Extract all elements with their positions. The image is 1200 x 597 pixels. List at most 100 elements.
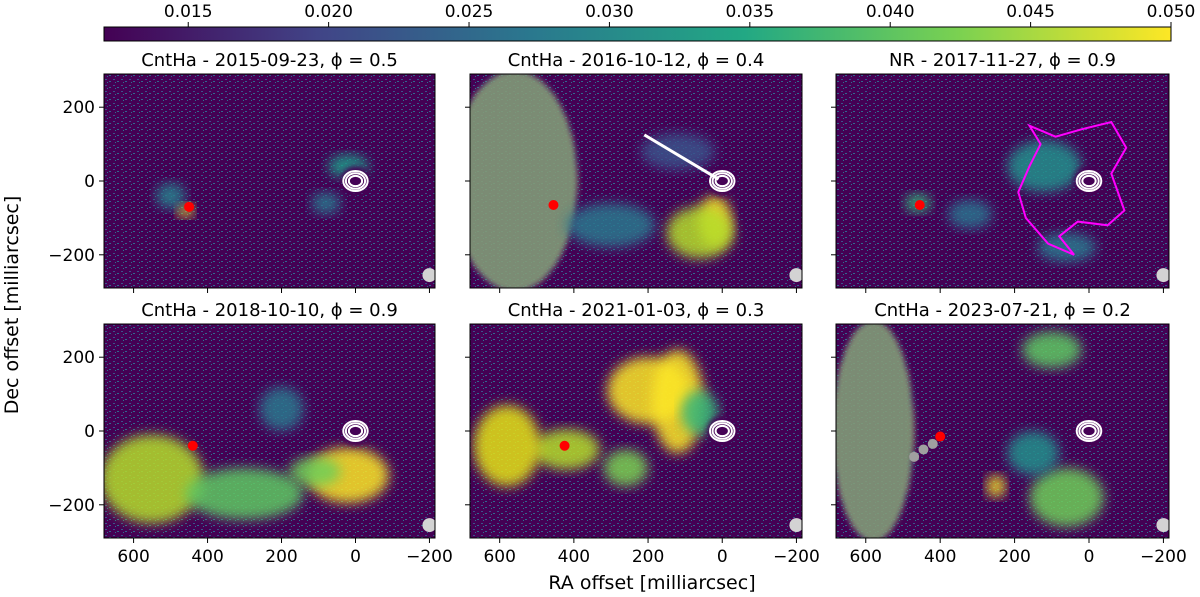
colorbar-tick-label: 0.030 — [585, 2, 634, 22]
companion-marker — [935, 431, 946, 442]
y-tick-label: 0 — [84, 172, 95, 192]
intensity-contour — [709, 420, 736, 442]
x-tick-label: 0 — [1084, 547, 1095, 567]
x-tick-label: 400 — [558, 547, 590, 567]
companion-marker — [914, 199, 925, 210]
panel-3: NR - 2017-11-27, ϕ = 0.9 — [831, 50, 1170, 293]
colorbar: 0.015 0.020 0.025 0.030 0.035 0.040 0.045 0.050 — [103, 2, 1195, 42]
x-tick-label: −200 — [773, 547, 820, 567]
colorbar-tick-label: 0.045 — [1006, 2, 1055, 22]
emission-region — [288, 456, 341, 487]
panel-title: NR - 2017-11-27, ϕ = 0.9 — [889, 50, 1116, 71]
panel-title: CntHa - 2018-10-10, ϕ = 0.9 — [141, 300, 398, 321]
x-tick-label: −200 — [1140, 547, 1187, 567]
emission-region — [259, 386, 304, 431]
grey-marker — [909, 451, 920, 462]
colorbar-gradient — [103, 26, 1172, 42]
emission-region — [836, 324, 915, 538]
x-tick-label: 600 — [850, 547, 882, 567]
grey-marker — [927, 438, 938, 449]
beam-marker — [1156, 268, 1169, 283]
emission-region — [311, 192, 341, 215]
colorbar-tick-label: 0.020 — [304, 2, 353, 22]
panel-4: CntHa - 2018-10-10, ϕ = 0.9 200 0 −200 600 40… — [48, 300, 453, 567]
x-tick-label: −200 — [406, 547, 453, 567]
emission-region — [104, 434, 204, 524]
intensity-contour — [342, 170, 369, 192]
panel-title: CntHa - 2016-10-12, ϕ = 0.4 — [508, 50, 765, 71]
emission-region — [1029, 467, 1104, 527]
x-axis-label: RA offset [milliarcsec] — [548, 572, 755, 594]
y-tick-label: 0 — [84, 422, 95, 442]
beam-marker — [789, 268, 802, 283]
panel-title: CntHa - 2015-09-23, ϕ = 0.5 — [141, 50, 398, 71]
intensity-contour — [714, 424, 730, 438]
intensity-contour — [344, 172, 367, 190]
colorbar-tick-label: 0.015 — [164, 2, 213, 22]
companion-marker — [548, 199, 559, 210]
companion-marker — [184, 201, 195, 212]
x-tick-label: 200 — [998, 547, 1030, 567]
x-tick-label: 0 — [717, 547, 728, 567]
x-tick-label: 200 — [265, 547, 297, 567]
intensity-contour — [711, 422, 733, 440]
emission-region — [1036, 232, 1097, 263]
grey-marker — [918, 444, 929, 455]
intensity-contour — [1081, 174, 1097, 188]
panel-image — [836, 74, 1169, 288]
panel-image — [104, 324, 435, 538]
emission-region — [1022, 331, 1082, 369]
companion-marker — [187, 440, 198, 451]
panels: CntHa - 2015-09-23, ϕ = 0.52000−200CntHa… — [48, 50, 1186, 567]
intensity-contour — [347, 174, 364, 188]
intensity-contour — [1081, 424, 1097, 438]
x-tick-label: 0 — [350, 547, 361, 567]
x-tick-label: 200 — [632, 547, 664, 567]
intensity-contour — [342, 420, 369, 442]
y-tick-label: −200 — [48, 496, 95, 516]
beam-marker — [422, 268, 435, 283]
intensity-contour — [1075, 170, 1103, 192]
intensity-contour — [347, 424, 364, 438]
intensity-contour — [1075, 420, 1103, 442]
intensity-contour — [344, 422, 367, 440]
panel-title: CntHa - 2023-07-21, ϕ = 0.2 — [874, 300, 1131, 321]
intensity-contour — [1078, 422, 1100, 440]
emission-region — [986, 475, 1006, 498]
panel-2: CntHa - 2016-10-12, ϕ = 0.4 — [465, 50, 803, 293]
intensity-contour — [1078, 172, 1100, 190]
emission-region — [185, 467, 304, 520]
companion-marker — [559, 440, 570, 451]
emission-region — [470, 74, 578, 288]
intensity-contour — [711, 172, 733, 190]
colorbar-tick-label: 0.035 — [725, 2, 774, 22]
colorbar-ticks: 0.015 0.020 0.025 0.030 0.035 0.040 0.045 0.050 — [164, 2, 1195, 27]
panel-1: CntHa - 2015-09-23, ϕ = 0.5 200 0 −200 — [48, 50, 436, 293]
intensity-contour — [709, 170, 736, 192]
emission-region — [1007, 431, 1060, 476]
beam-marker — [422, 518, 435, 533]
panel-title: CntHa - 2021-01-03, ϕ = 0.3 — [508, 300, 765, 321]
emission-region — [473, 405, 541, 487]
colorbar-tick-label: 0.040 — [866, 2, 915, 22]
x-tick-label: 600 — [117, 547, 149, 567]
x-tick-label: 600 — [483, 547, 515, 567]
colorbar-tick-label: 0.025 — [445, 2, 494, 22]
panel-6: CntHa - 2023-07-21, ϕ = 0.2 600 400 200 0 −20… — [831, 300, 1187, 567]
beam-marker — [1156, 518, 1169, 533]
y-tick-label: 200 — [63, 98, 95, 118]
y-tick-label: 200 — [63, 348, 95, 368]
colorbar-tick-label: 0.050 — [1147, 2, 1196, 22]
panel-image — [104, 74, 435, 288]
emission-region — [666, 206, 734, 259]
direction-line — [643, 133, 720, 181]
panel-image — [836, 324, 1169, 538]
beam-marker — [789, 518, 802, 533]
emission-region — [681, 390, 719, 435]
panel-image — [470, 74, 802, 288]
y-axis-label: Dec offset [milliarcsec] — [1, 196, 23, 415]
intensity-contour — [714, 174, 730, 188]
panel-image — [470, 324, 802, 538]
y-tick-label: −200 — [48, 246, 95, 266]
